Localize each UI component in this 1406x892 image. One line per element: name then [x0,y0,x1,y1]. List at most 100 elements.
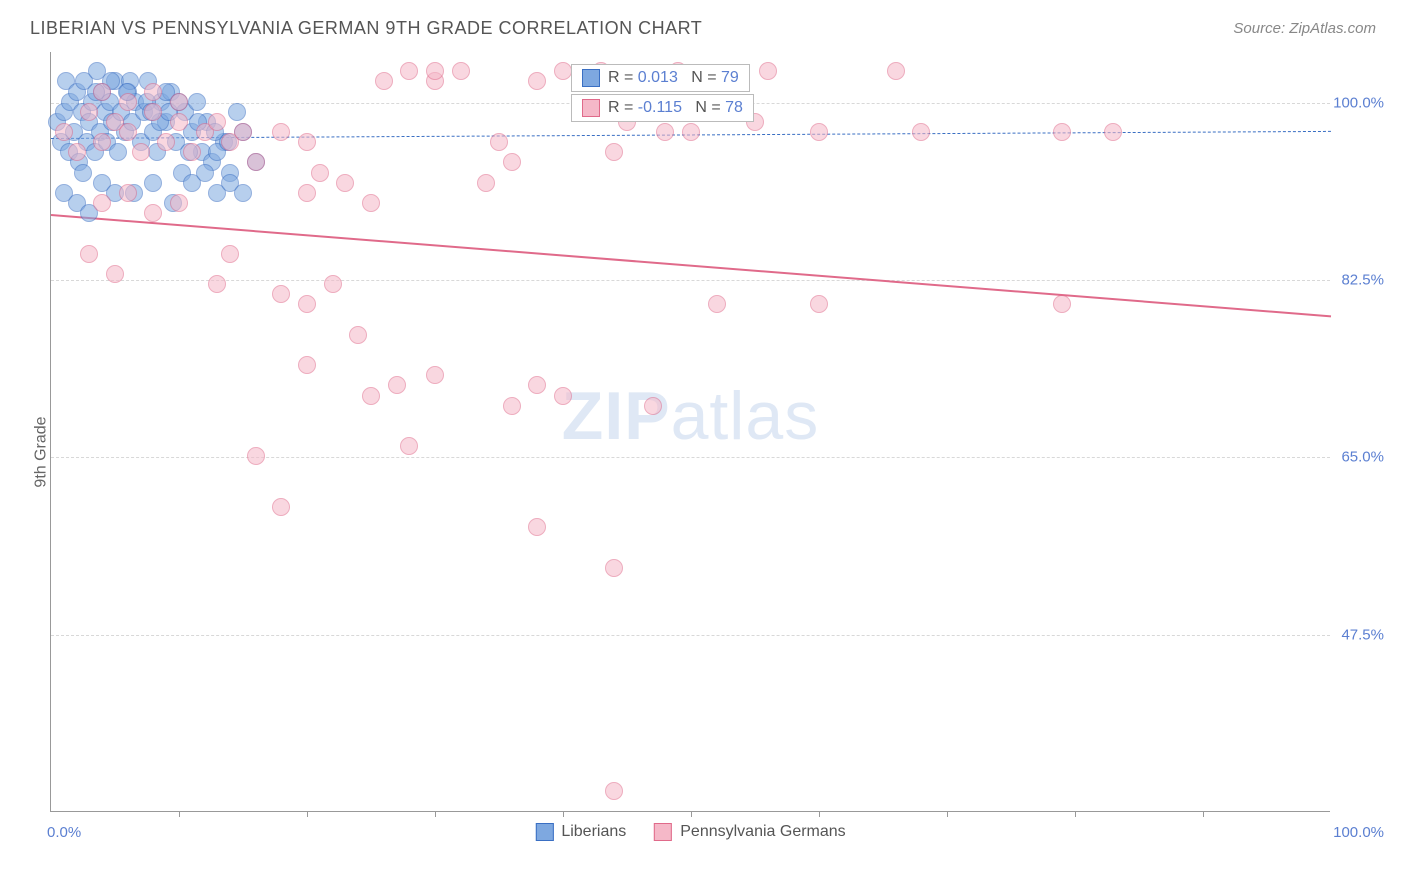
data-point [80,103,98,121]
data-point [554,62,572,80]
data-point [208,275,226,293]
data-point [528,518,546,536]
watermark: ZIPatlas [562,377,819,455]
stat-values: R = -0.115 N = 78 [608,99,743,117]
data-point [132,143,150,161]
data-point [349,326,367,344]
data-point [144,204,162,222]
data-point [528,72,546,90]
data-point [144,174,162,192]
chart-title: LIBERIAN VS PENNSYLVANIA GERMAN 9TH GRAD… [30,18,702,39]
y-tick-label: 47.5% [1332,626,1384,643]
x-tick [563,811,564,817]
y-tick-label: 100.0% [1332,94,1384,111]
source-attribution: Source: ZipAtlas.com [1233,20,1376,37]
data-point [55,123,73,141]
data-point [247,447,265,465]
gridline [51,280,1330,281]
data-point [234,123,252,141]
y-axis-label: 9th Grade [33,416,51,487]
data-point [452,62,470,80]
data-point [170,194,188,212]
data-point [388,376,406,394]
legend-label: Liberians [561,823,626,841]
x-tick [947,811,948,817]
header: LIBERIAN VS PENNSYLVANIA GERMAN 9TH GRAD… [0,0,1406,49]
data-point [503,153,521,171]
data-point [93,194,111,212]
correlation-stat-box: R = -0.115 N = 78 [571,94,754,122]
data-point [74,164,92,182]
y-tick-label: 82.5% [1332,272,1384,289]
data-point [1053,295,1071,313]
data-point [170,113,188,131]
data-point [119,93,137,111]
gridline [51,457,1330,458]
data-point [228,103,246,121]
x-tick [819,811,820,817]
data-point [810,123,828,141]
x-tick [1203,811,1204,817]
legend-item: Pennsylvania Germans [654,823,845,841]
data-point [887,62,905,80]
data-point [157,133,175,151]
x-tick [307,811,308,817]
data-point [810,295,828,313]
data-point [682,123,700,141]
data-point [490,133,508,151]
data-point [144,83,162,101]
correlation-stat-box: R = 0.013 N = 79 [571,64,750,92]
data-point [80,245,98,263]
data-point [272,498,290,516]
data-point [605,143,623,161]
x-tick [179,811,180,817]
data-point [170,93,188,111]
data-point [234,184,252,202]
data-point [400,62,418,80]
legend-swatch [535,823,553,841]
data-point [68,143,86,161]
data-point [477,174,495,192]
legend-swatch [654,823,672,841]
legend-item: Liberians [535,823,626,841]
data-point [144,103,162,121]
data-point [1053,123,1071,141]
data-point [188,93,206,111]
data-point [93,83,111,101]
gridline [51,635,1330,636]
x-axis-label: 0.0% [47,824,81,841]
data-point [426,62,444,80]
legend-label: Pennsylvania Germans [680,823,845,841]
data-point [1104,123,1122,141]
data-point [221,245,239,263]
trend-line [51,214,1331,317]
data-point [272,285,290,303]
data-point [311,164,329,182]
data-point [298,133,316,151]
x-tick [435,811,436,817]
data-point [708,295,726,313]
data-point [605,559,623,577]
data-point [324,275,342,293]
data-point [109,143,127,161]
data-point [426,366,444,384]
data-point [298,295,316,313]
data-point [272,123,290,141]
data-point [912,123,930,141]
plot-region: ZIPatlas 100.0%82.5%65.0%47.5%0.0%100.0%… [50,52,1330,812]
y-tick-label: 65.0% [1332,449,1384,466]
data-point [119,184,137,202]
x-tick [1075,811,1076,817]
data-point [554,387,572,405]
data-point [196,164,214,182]
data-point [183,143,201,161]
data-point [336,174,354,192]
data-point [644,397,662,415]
data-point [362,194,380,212]
data-point [93,133,111,151]
x-tick [691,811,692,817]
data-point [298,184,316,202]
legend: Liberians Pennsylvania Germans [535,823,845,841]
x-axis-label: 100.0% [1333,824,1384,841]
data-point [362,387,380,405]
